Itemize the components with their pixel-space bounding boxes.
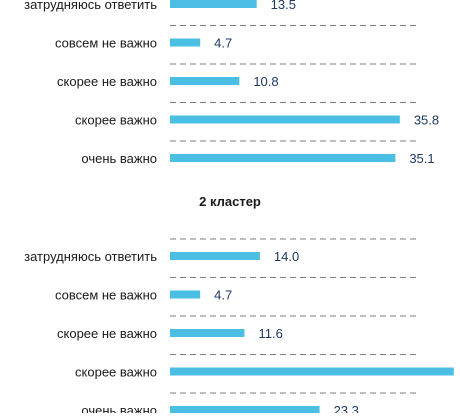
value-label: 10.8 [253, 74, 278, 89]
bar [170, 0, 257, 8]
category-label: затрудняюсь ответить [24, 249, 157, 264]
chart-title: 2 кластер [199, 194, 261, 209]
category-label: скорее важно [75, 113, 157, 128]
value-label: 14.0 [274, 249, 299, 264]
category-label: затрудняюсь ответить [24, 0, 157, 12]
category-label: совсем не важно [55, 288, 157, 303]
value-label: 35.8 [414, 113, 439, 128]
category-label: скорее не важно [57, 74, 157, 89]
category-label: совсем не важно [55, 36, 157, 51]
bar [170, 115, 400, 124]
bar [170, 406, 320, 414]
category-label: очень важно [81, 403, 157, 413]
value-label: 35.1 [409, 151, 434, 166]
bar [170, 329, 245, 337]
value-label: 4.7 [214, 288, 232, 303]
value-label: 11.6 [258, 326, 282, 341]
category-label: очень важно [81, 151, 157, 166]
chart-panel-2: 2 кластер затрудняюсь ответить 14.0 совсем … [24, 194, 454, 418]
bar [170, 252, 260, 260]
bar [170, 154, 396, 162]
category-label: скорее важно [75, 365, 157, 380]
bar [170, 367, 454, 376]
chart-panel-1: затрудняюсь ответить 13.5 совсем не важно 4… [24, 0, 439, 166]
bar [170, 38, 201, 47]
value-label: 13.5 [271, 0, 296, 12]
value-label: 23.3 [334, 403, 359, 413]
category-label: скорее не важно [57, 326, 157, 341]
value-label: 4.7 [214, 36, 232, 51]
bar [170, 77, 240, 85]
bar [170, 290, 201, 299]
